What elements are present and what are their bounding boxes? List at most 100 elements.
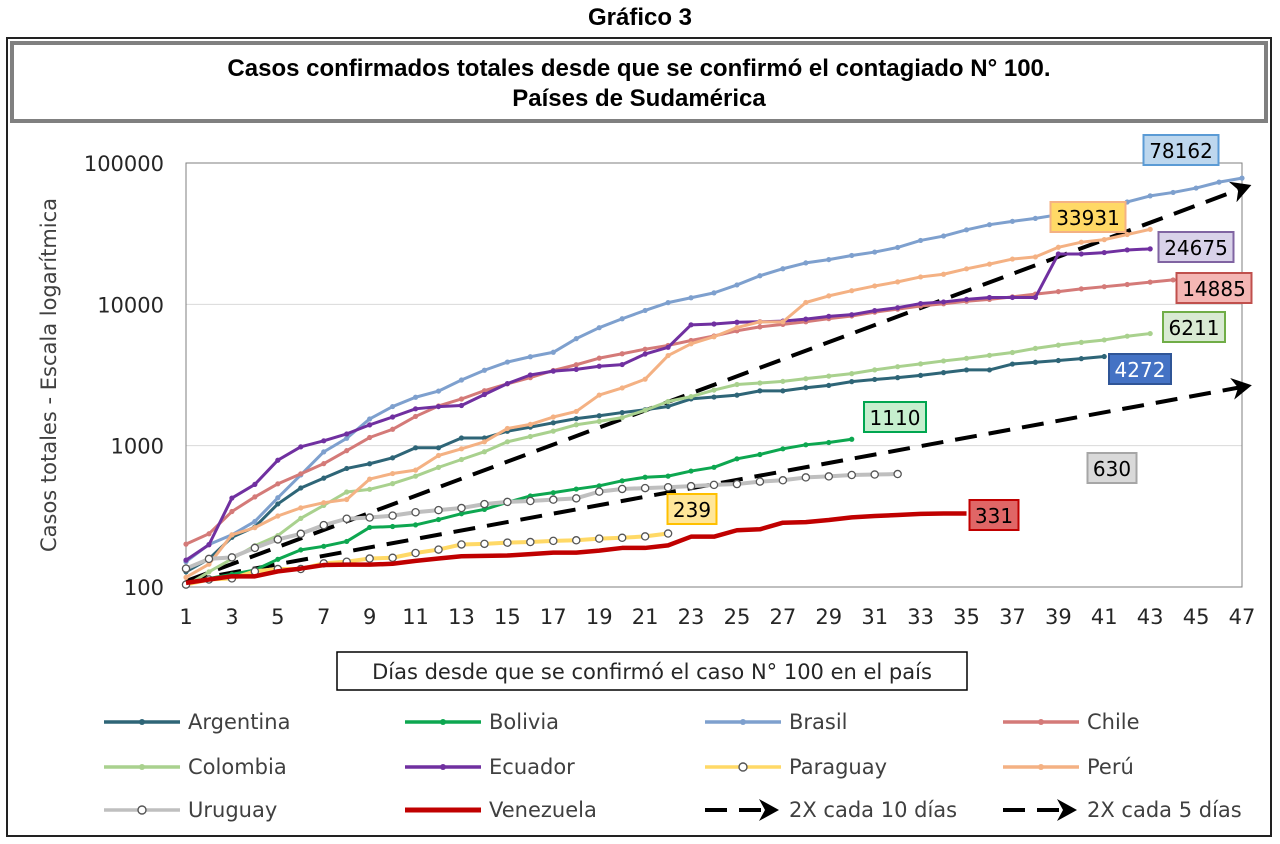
data-point [688,394,694,400]
data-point [390,470,396,477]
data-point [206,569,212,575]
reference-line [185,378,1252,584]
x-tick-label: 9 [363,605,376,629]
data-point [596,413,602,419]
data-point [435,464,442,470]
end-label-box [968,499,1020,531]
data-point [321,438,327,444]
legend-item: Bolivia [405,710,559,734]
data-point [412,413,419,420]
data-point [344,538,350,545]
data-point [411,548,420,558]
series-perú: 33931 [183,201,1153,580]
x-tick-label: 25 [724,605,751,629]
data-point [619,415,625,421]
end-label-perú: 33931 [1049,201,1127,233]
data-point [711,321,717,327]
data-point [411,507,420,517]
data-point [1147,330,1153,337]
x-tick-label: 31 [861,605,888,629]
data-point [757,324,763,330]
end-label-text: 33931 [1056,206,1120,230]
data-point [229,508,235,515]
x-tick-label: 43 [1137,605,1164,629]
series-line [185,531,669,587]
legend-label: Chile [1087,710,1140,734]
data-point [434,545,443,554]
data-point [688,341,694,347]
data-point [596,418,602,424]
series-line [185,511,967,586]
data-point [986,222,993,228]
end-label-colombia: 6211 [1162,311,1226,343]
data-point [757,388,763,394]
legend-marker [440,764,446,770]
plot-area [185,162,1243,588]
x-tick-label: 15 [494,605,521,629]
data-point [367,422,373,428]
data-point [365,513,374,522]
legend: Argentina Bolivia Brasil Chile Colombia Ecuad… [104,710,1242,822]
data-point [481,439,488,445]
chart-frame [6,37,1272,837]
data-point [663,529,673,538]
data-point [390,426,396,432]
data-point [711,387,717,393]
y-tick-label: 1000 [111,435,164,459]
data-point [344,465,350,472]
data-point [872,283,878,289]
data-point [665,344,671,350]
data-point [918,274,924,280]
series-line [185,437,852,585]
legend-item: Venezuela [405,798,597,822]
legend-marker [1038,764,1044,770]
data-point [711,334,717,340]
data-point [458,511,465,517]
data-point [434,505,443,515]
data-point [1101,237,1107,243]
legend-label: Argentina [188,710,290,734]
data-point [778,476,788,485]
legend-item: Chile [1003,710,1140,734]
x-tick-label: 23 [678,605,705,629]
data-point [298,444,304,450]
data-point [734,392,740,398]
data-point [550,420,556,426]
data-point [481,449,488,455]
data-point [183,574,189,580]
data-point [321,500,327,506]
data-point [734,319,740,325]
data-point [367,486,373,492]
data-point [412,394,419,400]
data-point [321,543,327,549]
data-point [986,261,993,267]
y-axis-label: Casos totales - Escala logarítmica [37,198,61,552]
data-point [665,300,671,306]
data-point [1101,337,1107,343]
legend-marker [440,719,446,725]
legend-marker [1038,719,1044,725]
data-point [895,364,901,370]
data-point [849,252,855,259]
data-point [227,553,237,562]
data-point [1170,189,1176,196]
data-point [824,472,834,481]
data-point [732,479,742,489]
data-point [435,388,442,394]
data-point [803,385,809,391]
x-tick-label: 13 [448,605,475,629]
data-point [872,367,878,373]
data-point [367,476,373,482]
end-label-box [1157,231,1235,263]
end-label-text: 630 [1093,457,1131,481]
data-point [458,435,465,441]
data-point [504,439,510,445]
data-point [1147,193,1153,199]
legend-marker [139,719,145,725]
x-tick-label: 3 [225,605,238,629]
data-point [573,362,579,368]
data-point [298,471,304,477]
data-point [757,380,763,386]
end-label-text: 6211 [1169,316,1220,340]
data-point [458,446,465,452]
